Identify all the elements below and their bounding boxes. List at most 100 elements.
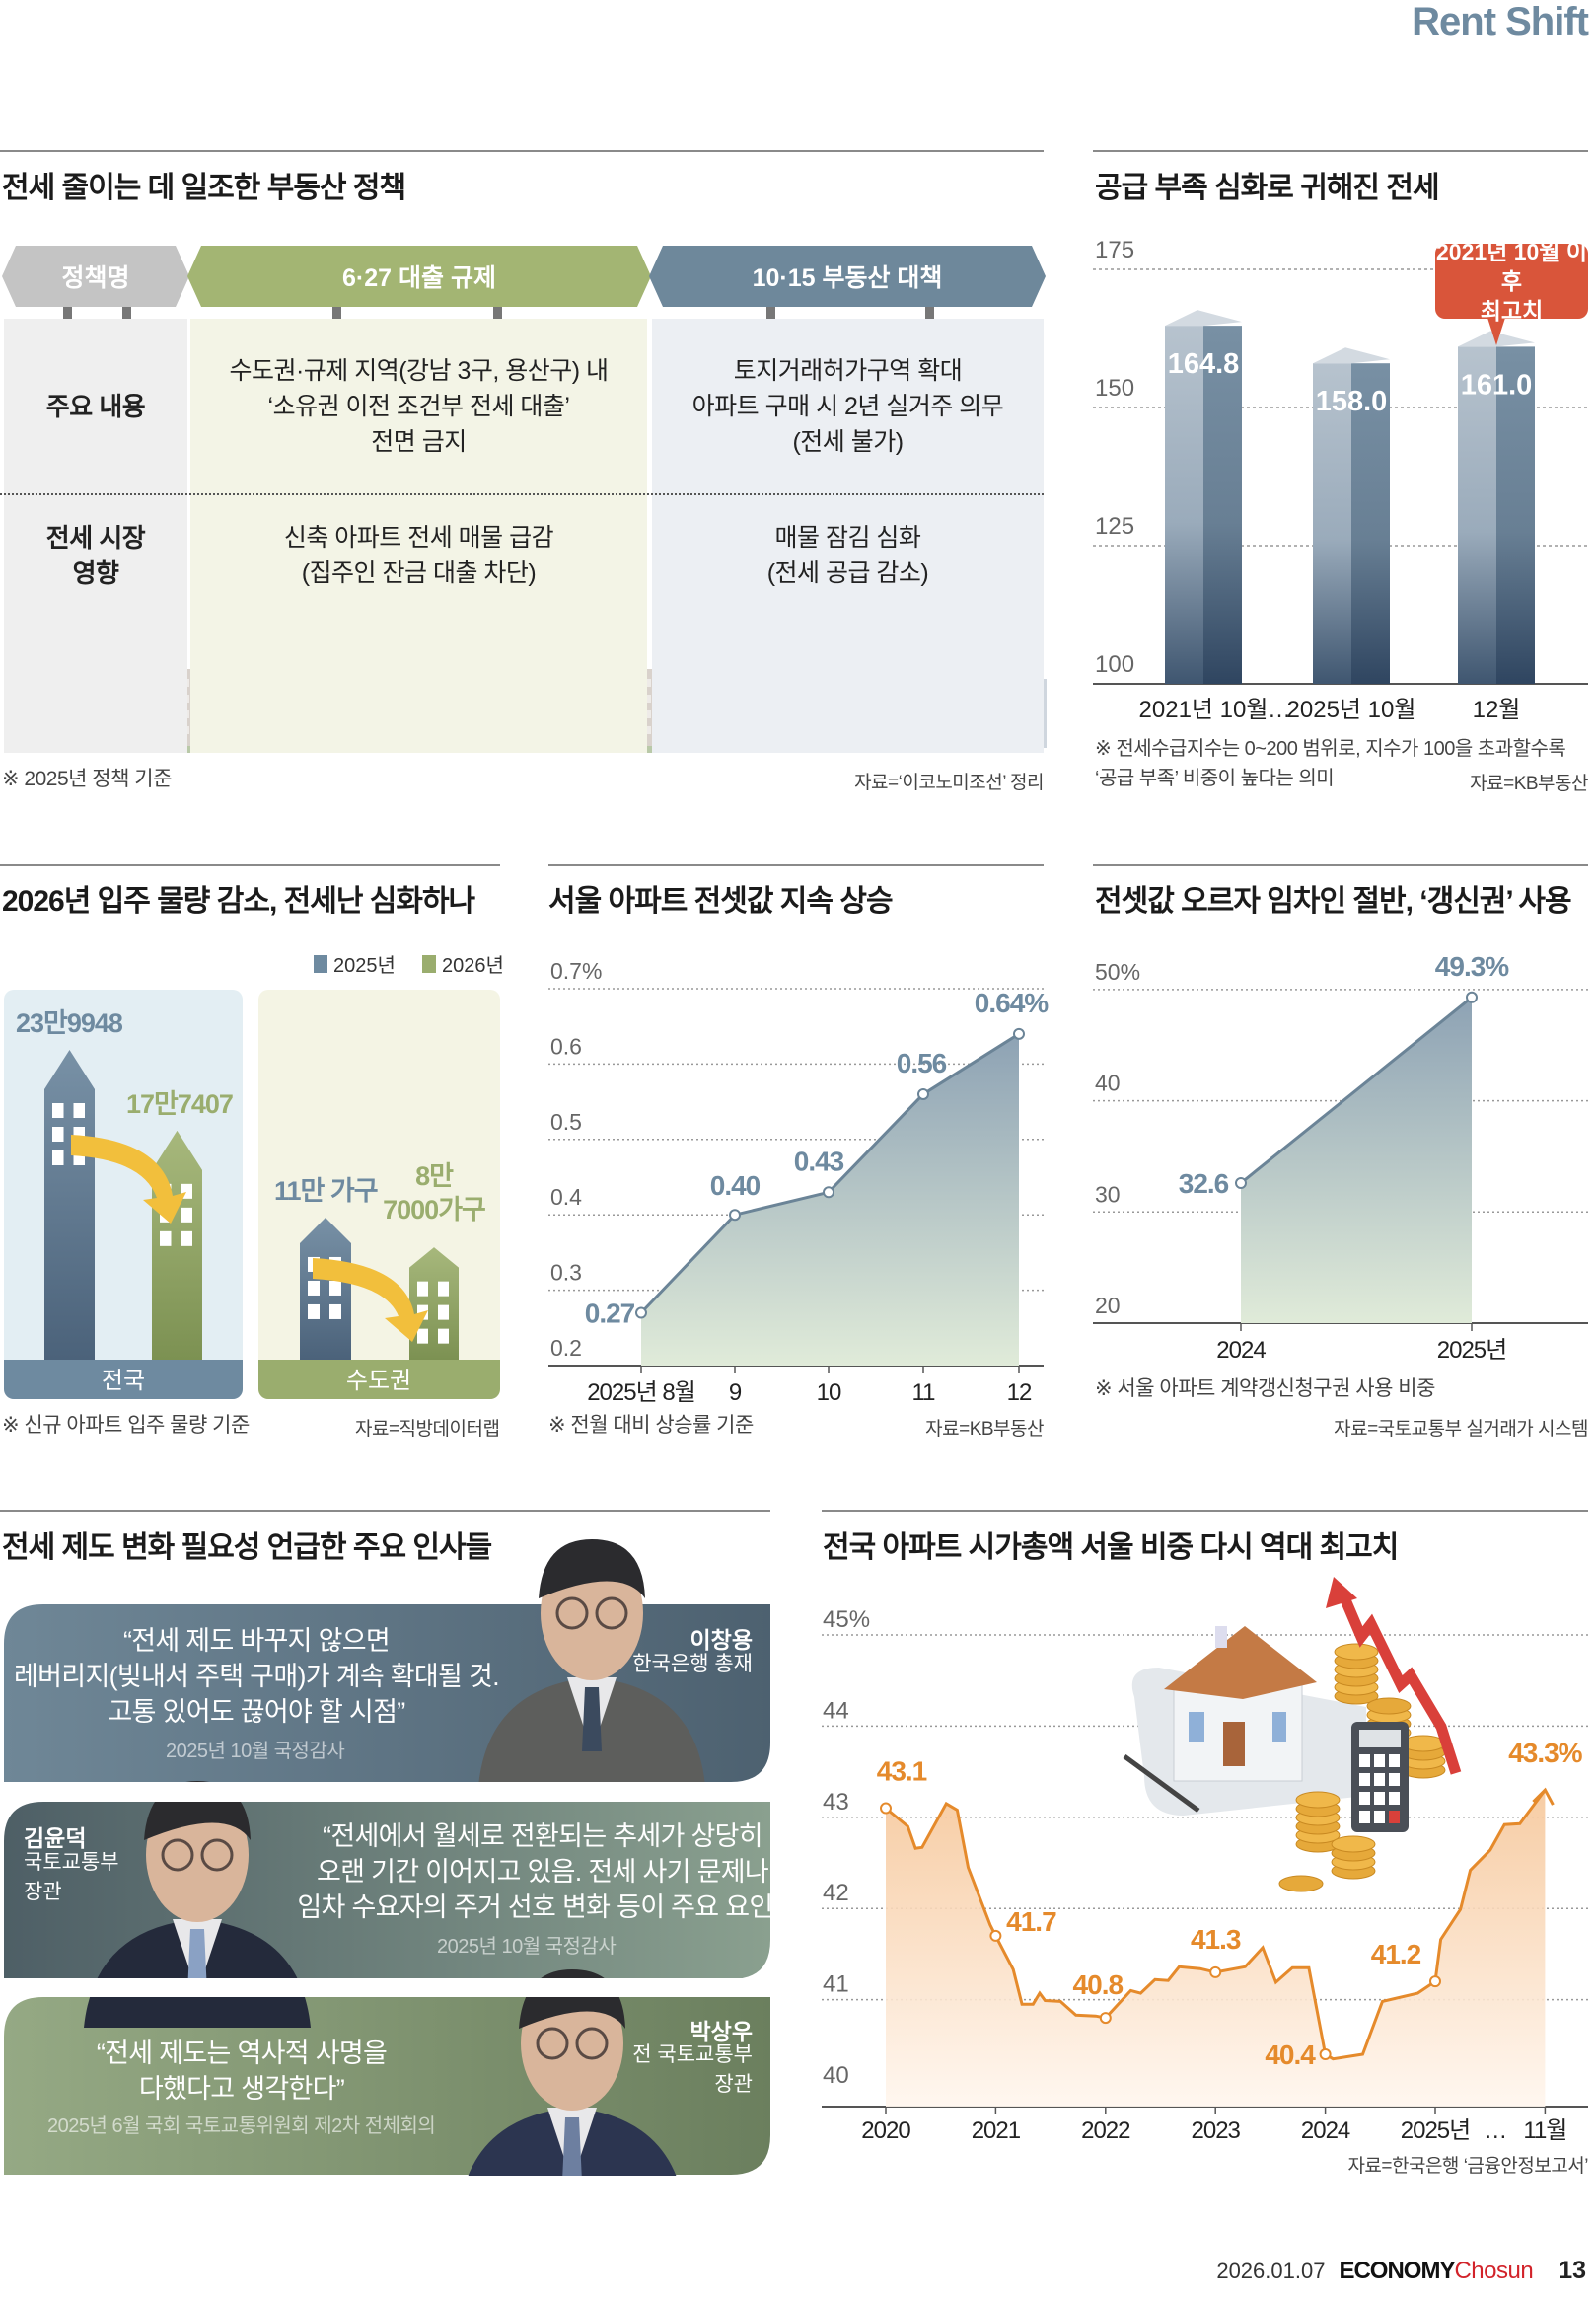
- chart-title: 전국 아파트 시가총액 서울 비중 다시 역대 최고치: [823, 1531, 1399, 1564]
- value-label: 11만 가구: [274, 1176, 379, 1206]
- quotes-title: 전세 제도 변화 필요성 언급한 주요 인사들: [2, 1531, 492, 1564]
- window: [646, 726, 651, 734]
- chart-title: 공급 부족 심화로 귀해진 전세: [1095, 172, 1440, 204]
- divider: [1093, 150, 1588, 152]
- data-point: [823, 1186, 834, 1199]
- x-tick-label: 2025년: [1401, 2117, 1470, 2144]
- y-tick-label: 125: [1095, 513, 1134, 540]
- y-tick-label: 40: [1095, 1071, 1121, 1096]
- x-tick-label: 9: [729, 1379, 742, 1406]
- row-divider: [0, 493, 1044, 495]
- data-label: 40.4: [1265, 2039, 1316, 2070]
- brand-logo: ECONOMYChosun: [1339, 2258, 1533, 2285]
- calculator-key: [1374, 1792, 1385, 1805]
- hair: [539, 1539, 645, 1598]
- calculator-key: [1374, 1811, 1385, 1823]
- column-label: [4, 319, 187, 753]
- legend-swatch: [314, 955, 327, 973]
- coin-icon: [1334, 1643, 1379, 1661]
- window: [646, 695, 651, 703]
- panel-nationwide: [4, 990, 243, 1399]
- connector: [63, 307, 72, 319]
- person-role: 한국은행 총재: [632, 1653, 753, 1675]
- data-point: [1319, 2048, 1332, 2061]
- x-tick-label: 2025년 8월: [587, 1379, 695, 1406]
- glasses-icon: [536, 2027, 569, 2060]
- x-tick-label: 11월: [1523, 2117, 1566, 2144]
- coin-icon: [1366, 1697, 1412, 1715]
- person-name: 이창용: [689, 1627, 753, 1653]
- data-label: 32.6: [1179, 1168, 1229, 1199]
- spacer: [0, 2176, 770, 2235]
- chart-title: 서울 아파트 전셋값 지속 상승: [548, 885, 894, 918]
- category-band: [4, 1360, 243, 1399]
- x-tick-label: 2021년 10월: [1139, 697, 1269, 723]
- window: [1189, 1712, 1204, 1742]
- building-bar: [300, 1218, 351, 1360]
- person-name: 박상우: [689, 2019, 753, 2044]
- tie: [187, 1929, 207, 1993]
- chart-note: ※ 서울 아파트 계약갱신청구권 사용 비중: [1095, 1377, 1435, 1400]
- bar: [1165, 326, 1203, 684]
- window: [329, 1303, 341, 1319]
- calculator-key: [1374, 1773, 1385, 1786]
- cell-1015-impact: 매물 잠김 심화 (전세 공급 감소): [766, 524, 929, 587]
- data-point: [880, 1802, 892, 1815]
- window: [181, 1207, 192, 1223]
- calculator-key: [1389, 1792, 1400, 1805]
- data-label: 0.56: [897, 1048, 947, 1078]
- legend-label: 2026년: [442, 954, 504, 977]
- column-1015: [652, 319, 1044, 753]
- seoul-market-cap-share-chart: 40 41 42 43 44 45% 43.1 41.7 40.8 41.3 40.4 41.2 43.…: [822, 1577, 1588, 2144]
- category-label: 전국: [102, 1368, 145, 1394]
- policy-note: ※ 2025년 정책 기준: [2, 768, 172, 790]
- issue-date: 2026.01.07: [1216, 2259, 1326, 2283]
- bar-top: [1165, 310, 1242, 327]
- data-point: [989, 1929, 1002, 1942]
- data-label: 0.27: [585, 1298, 635, 1329]
- move-in-volume-chart: 전국 수도권 2025년 2026년: [4, 954, 504, 1399]
- bar-top: [1313, 347, 1390, 364]
- quote-date: 2025년 10월 국정감사: [166, 1741, 345, 1762]
- y-tick-label: 150: [1095, 375, 1134, 402]
- window: [417, 1281, 428, 1297]
- window: [646, 710, 651, 718]
- chart-note: ※ 전세수급지수는 0~200 범위로, 지수가 100을 초과할수록 ‘공급 …: [1095, 738, 1566, 789]
- glasses-icon: [575, 2027, 609, 2060]
- glasses-icon: [161, 1838, 194, 1872]
- header-label: 6·27 대출 규제: [342, 264, 496, 292]
- data-point: [1099, 2012, 1112, 2025]
- x-tick-label: 11: [912, 1379, 936, 1406]
- window: [329, 1280, 341, 1296]
- building-bar: [152, 1130, 202, 1360]
- chart-title: 2026년 입주 물량 감소, 전세난 심화하나: [2, 885, 475, 918]
- divider: [0, 864, 500, 866]
- x-tick-label: 2023: [1192, 2117, 1241, 2144]
- y-tick-label: 42: [823, 1880, 849, 1906]
- seoul-jeonse-price-chart: 0.2 0.3 0.4 0.5 0.6 0.7% 0.27 2025년 8월 0.40 9 0.43…: [548, 958, 1050, 1406]
- x-tick-label: 2020: [861, 2117, 910, 2144]
- category-band: [258, 1360, 500, 1399]
- header-label: 정책명: [61, 264, 130, 292]
- supply-demand-bar-chart: 100 125 150 175 164.8 2021년 10월 158.0 2025년 10월…: [1093, 237, 1588, 723]
- y-tick-label: 0.5: [550, 1109, 582, 1135]
- arrow-head: [1532, 1787, 1555, 1806]
- connector: [332, 307, 341, 319]
- window: [417, 1328, 428, 1344]
- y-tick-label: 41: [823, 1971, 849, 1998]
- chart-source: 자료=직방데이터랩: [355, 1419, 500, 1440]
- cell-627-impact: 신축 아파트 전세 매물 급감 (집주인 잔금 대출 차단): [283, 524, 554, 587]
- policy-title: 전세 줄이는 데 일조한 부동산 정책: [2, 172, 406, 204]
- calculator-key: [1389, 1811, 1400, 1823]
- header-label: 10·15 부동산 대책: [752, 264, 943, 292]
- y-tick-label: 0.6: [550, 1033, 582, 1059]
- quote-text: “전세 제도 바꾸지 않으면 레버리지(빚내서 주택 구매)가 계속 확대될 것…: [14, 1626, 500, 1727]
- y-tick-label: 0.7%: [550, 958, 602, 984]
- decrease-arrow-icon: [71, 1135, 186, 1224]
- legend-label: 2025년: [333, 954, 396, 977]
- divider: [822, 1510, 1588, 1512]
- person-name: 김윤덕: [24, 1825, 87, 1851]
- calculator-key: [1389, 1754, 1400, 1767]
- data-point: [1013, 1027, 1025, 1040]
- tie: [582, 1687, 602, 1751]
